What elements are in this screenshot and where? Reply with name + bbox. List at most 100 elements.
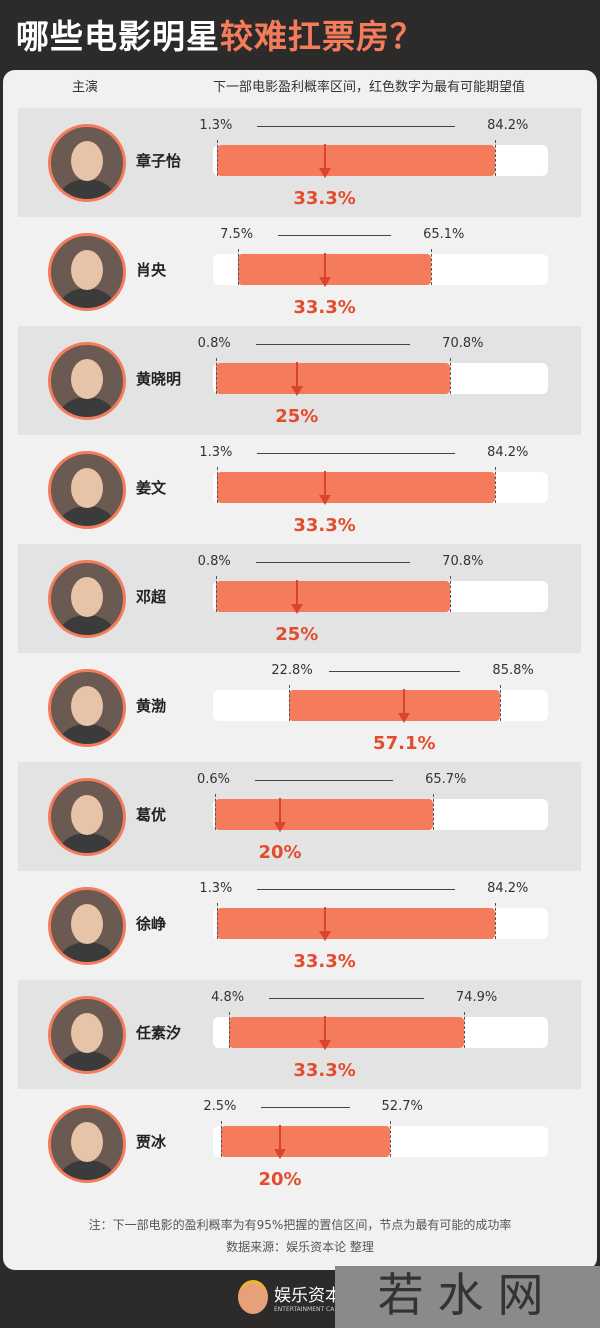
low-tick [215,576,217,612]
avatar [48,451,126,529]
low-tick [229,1012,231,1048]
range-bar [215,799,434,830]
expected-arrow [295,580,298,606]
high-tick [450,576,452,612]
expected-value: 25% [275,624,319,645]
range-line [261,1107,350,1108]
low-tick [217,140,219,176]
expected-arrow [323,144,326,170]
actor-name: 徐峥 [136,915,167,933]
range-bar [217,908,496,939]
actor-name: 黄晓明 [136,370,182,388]
actor-name: 肖央 [136,261,167,279]
table-row: 肖央 [18,217,581,326]
expected-arrow [403,689,406,715]
expected-arrowhead [290,604,303,614]
high-label: 84.2% [487,118,529,133]
avatar [48,887,126,965]
range-line [329,671,461,672]
logo-subtext: ENTERTAINMENT CAPITAL [274,1306,351,1313]
expected-arrowhead [318,168,331,178]
expected-value: 33.3% [293,951,356,972]
low-label: 2.5% [203,1099,237,1114]
avatar [48,778,126,856]
expected-value: 33.3% [293,1060,356,1081]
expected-value: 25% [275,406,319,427]
high-tick [495,140,497,176]
expected-arrowhead [318,277,331,287]
low-label: 1.3% [199,445,233,460]
mascot-icon [238,1280,268,1314]
high-label: 52.7% [381,1099,423,1114]
expected-arrow [323,907,326,933]
expected-arrowhead [274,1149,286,1159]
high-label: 74.9% [455,990,498,1005]
page-title: 哪些电影明星较难扛票房？ [16,10,424,58]
expected-arrow [323,253,326,279]
actor-name: 任素汐 [136,1024,182,1042]
table-row: 徐峥 [18,871,581,980]
low-label: 1.3% [199,881,233,896]
range-line [255,562,411,563]
low-label: 4.8% [211,990,245,1005]
expected-value: 20% [258,842,302,863]
range-bar [215,363,451,394]
range-bar [229,1017,464,1048]
avatar [48,124,126,202]
range-line [255,780,394,781]
footnote: 注：下一部电影的盈利概率为有95%把握的置信区间，节点为最有可能的成功率 [88,1218,512,1232]
high-label: 65.1% [423,227,465,242]
range-line [257,453,456,454]
range-line [257,126,456,127]
low-tick [217,467,219,503]
watermark: 若水网 [335,1266,600,1328]
expected-arrowhead [290,386,303,396]
range-bar [289,690,501,721]
high-tick [389,1121,391,1157]
low-tick [289,685,291,721]
column-header-actor: 主演 [72,80,99,95]
actor-name: 葛优 [136,806,167,824]
actor-name: 黄渤 [136,697,167,715]
expected-arrowhead [318,931,331,941]
high-tick [495,467,497,503]
high-tick [431,249,433,285]
low-tick [221,1121,223,1157]
high-tick [495,903,497,939]
data-source: 数据来源：娱乐资本论 整理 [226,1240,374,1254]
high-label: 84.2% [487,881,529,896]
range-line [269,998,424,999]
high-label: 84.2% [487,445,529,460]
range-bar [238,254,432,285]
avatar [48,996,126,1074]
low-label: 0.8% [197,554,231,569]
high-label: 70.8% [442,554,484,569]
expected-value: 33.3% [293,515,356,536]
high-tick [500,685,502,721]
avatar [48,669,126,747]
expected-arrowhead [274,822,286,832]
table-row: 贾冰 [18,1089,581,1198]
range-line [255,344,411,345]
high-label: 85.8% [492,663,534,678]
expected-arrowhead [318,495,331,505]
range-bar [215,581,451,612]
actor-name: 姜文 [136,479,167,497]
low-tick [215,794,216,830]
low-tick [238,249,240,285]
actor-name: 章子怡 [136,152,182,170]
high-tick [433,794,435,830]
range-line [257,889,456,890]
expected-arrow [279,1125,281,1151]
expected-value: 33.3% [293,297,356,318]
low-tick [217,903,219,939]
expected-arrow [295,362,298,388]
table-row: 姜文 [18,435,581,544]
expected-arrowhead [318,1040,331,1050]
avatar [48,560,126,638]
high-label: 70.8% [442,336,484,351]
low-label: 0.6% [197,772,231,787]
range-bar [217,145,496,176]
actor-name: 邓超 [136,588,167,606]
low-label: 22.8% [271,663,313,678]
